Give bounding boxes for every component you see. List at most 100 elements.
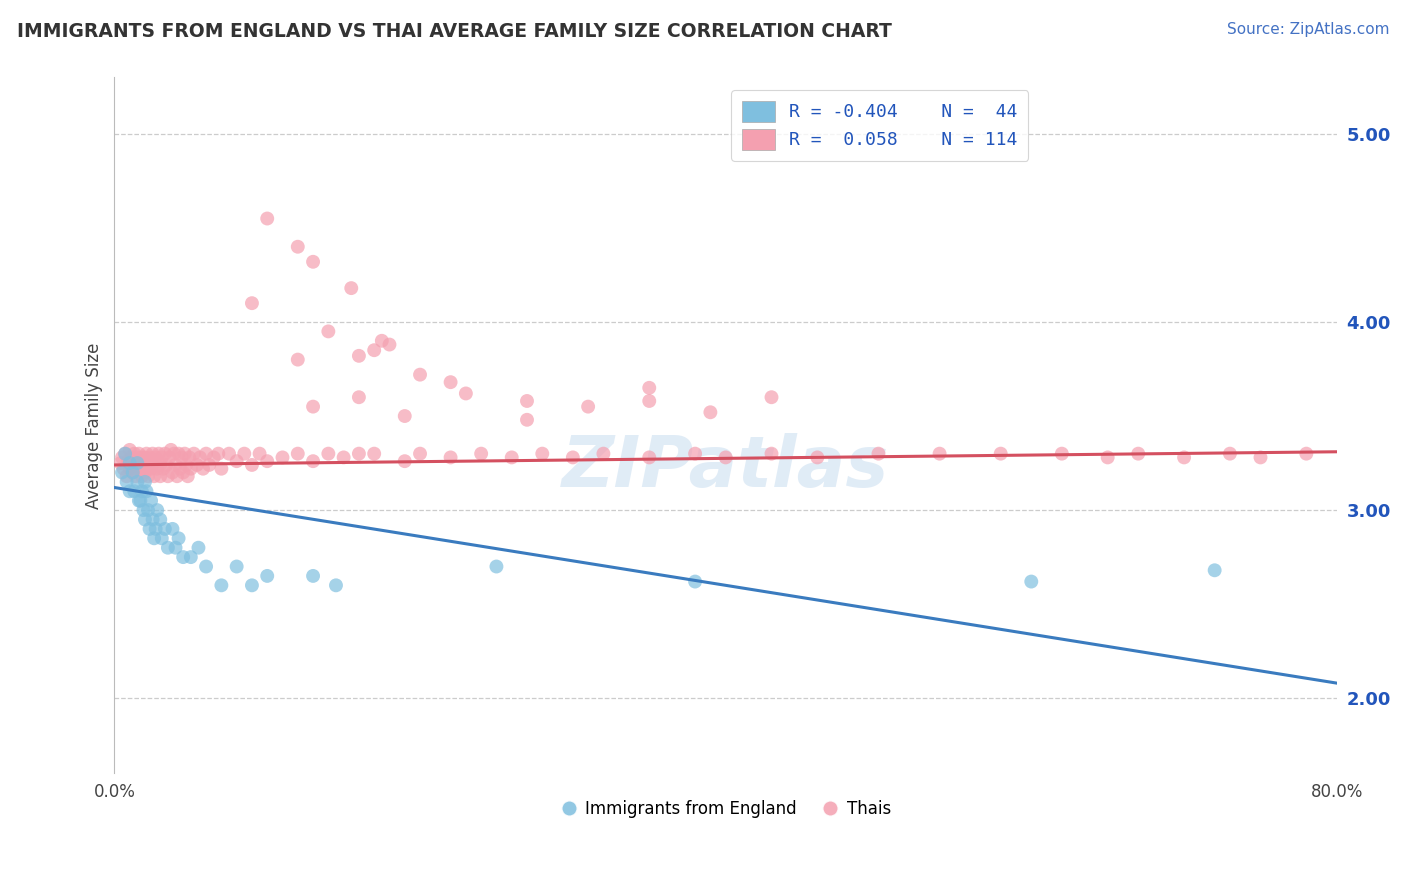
Point xyxy=(145,450,167,465)
Point xyxy=(142,447,165,461)
Point xyxy=(149,458,172,472)
Point xyxy=(135,447,157,461)
Point xyxy=(124,447,146,461)
Point xyxy=(761,390,783,404)
Point xyxy=(287,240,309,254)
Point xyxy=(162,522,184,536)
Point xyxy=(868,447,890,461)
Point xyxy=(179,450,201,465)
Point xyxy=(177,469,200,483)
Point xyxy=(142,512,165,526)
Point xyxy=(302,569,325,583)
Point xyxy=(156,541,179,555)
Point xyxy=(127,456,149,470)
Point xyxy=(162,466,184,480)
Point xyxy=(146,461,169,475)
Point xyxy=(118,442,141,457)
Point xyxy=(148,447,170,461)
Point xyxy=(302,454,325,468)
Point xyxy=(159,450,181,465)
Point xyxy=(132,461,155,475)
Point xyxy=(180,550,202,565)
Point xyxy=(155,458,177,472)
Point xyxy=(470,447,492,461)
Point xyxy=(576,400,599,414)
Text: ZIPatlas: ZIPatlas xyxy=(562,433,890,501)
Point xyxy=(249,447,271,461)
Point xyxy=(683,574,706,589)
Point xyxy=(806,450,828,465)
Point xyxy=(256,569,278,583)
Point xyxy=(169,461,191,475)
Point xyxy=(149,469,172,483)
Point xyxy=(127,450,149,465)
Point xyxy=(318,447,340,461)
Point xyxy=(166,469,188,483)
Point xyxy=(195,559,218,574)
Point xyxy=(1173,450,1195,465)
Text: IMMIGRANTS FROM ENGLAND VS THAI AVERAGE FAMILY SIZE CORRELATION CHART: IMMIGRANTS FROM ENGLAND VS THAI AVERAGE … xyxy=(17,22,891,41)
Point xyxy=(110,456,132,470)
Point xyxy=(121,466,143,480)
Point xyxy=(174,458,197,472)
Point xyxy=(363,343,385,358)
Point xyxy=(167,531,190,545)
Point xyxy=(240,578,263,592)
Point xyxy=(225,454,247,468)
Point xyxy=(115,469,138,483)
Point xyxy=(225,559,247,574)
Point xyxy=(134,475,156,489)
Point xyxy=(136,458,159,472)
Point xyxy=(371,334,394,348)
Point xyxy=(156,469,179,483)
Point xyxy=(990,447,1012,461)
Point xyxy=(134,512,156,526)
Point xyxy=(115,475,138,489)
Point xyxy=(699,405,721,419)
Point xyxy=(233,447,256,461)
Point xyxy=(138,450,160,465)
Point xyxy=(136,469,159,483)
Point xyxy=(134,466,156,480)
Point xyxy=(129,458,152,472)
Point xyxy=(439,450,461,465)
Point xyxy=(302,400,325,414)
Text: Source: ZipAtlas.com: Source: ZipAtlas.com xyxy=(1226,22,1389,37)
Point xyxy=(163,447,186,461)
Point xyxy=(202,450,225,465)
Point xyxy=(160,442,183,457)
Point xyxy=(139,461,162,475)
Point xyxy=(454,386,477,401)
Point xyxy=(256,211,278,226)
Point xyxy=(120,450,142,465)
Point xyxy=(127,461,149,475)
Point xyxy=(347,447,370,461)
Point xyxy=(145,522,167,536)
Point xyxy=(638,394,661,409)
Point xyxy=(139,493,162,508)
Point xyxy=(347,349,370,363)
Point xyxy=(152,461,174,475)
Point xyxy=(142,458,165,472)
Point xyxy=(347,390,370,404)
Point xyxy=(363,447,385,461)
Point xyxy=(111,466,134,480)
Point xyxy=(209,461,232,475)
Point xyxy=(124,458,146,472)
Point xyxy=(318,325,340,339)
Point xyxy=(172,466,194,480)
Point xyxy=(683,447,706,461)
Point xyxy=(132,503,155,517)
Point xyxy=(531,447,554,461)
Point xyxy=(218,447,240,461)
Point xyxy=(180,461,202,475)
Point xyxy=(561,450,583,465)
Y-axis label: Average Family Size: Average Family Size xyxy=(86,343,103,508)
Point xyxy=(129,493,152,508)
Point xyxy=(125,469,148,483)
Point xyxy=(127,475,149,489)
Point xyxy=(167,447,190,461)
Point xyxy=(165,541,187,555)
Point xyxy=(1204,563,1226,577)
Point xyxy=(592,447,614,461)
